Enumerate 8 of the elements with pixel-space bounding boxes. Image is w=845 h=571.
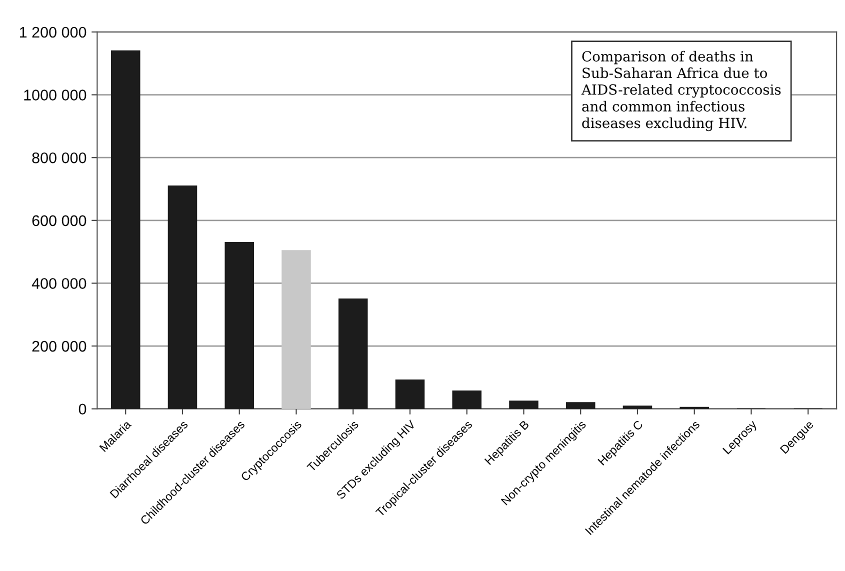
y-tick-label: 800 000 [32, 152, 86, 164]
y-tick-label: 400 000 [32, 278, 86, 289]
y-tick-label: 0 [78, 404, 86, 415]
annotation: Comparison of deaths in Sub-Saharan Africa due to AIDS-related cryptococcosis and common infectious diseases excluding HIV. [581, 50, 781, 132]
y-tick-label: 600 000 [32, 215, 86, 226]
y-tick-label: 1 200 000 [20, 26, 86, 38]
y-tick-label: 1000 000 [24, 90, 86, 100]
y-tick-label: 200 000 [32, 340, 86, 352]
